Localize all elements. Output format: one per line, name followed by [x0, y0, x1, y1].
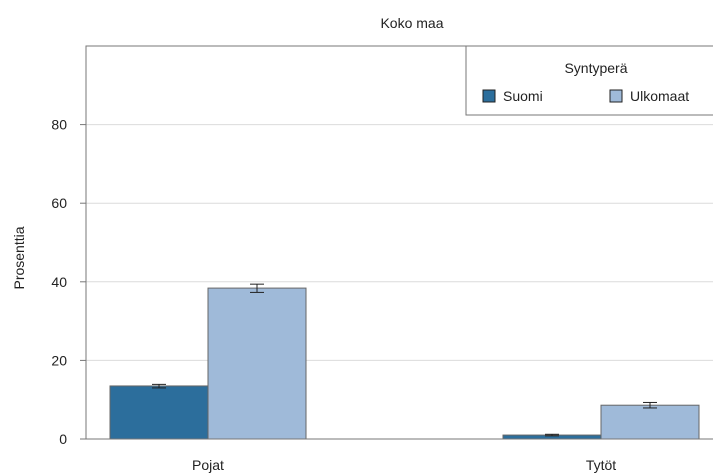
x-tick-label-pojat: Pojat — [192, 457, 224, 473]
legend-label-ulkomaat: Ulkomaat — [630, 88, 689, 104]
y-tick-label: 0 — [59, 431, 67, 447]
error-bar — [643, 401, 657, 409]
error-bar — [545, 433, 559, 437]
legend-box — [465, 45, 713, 116]
error-bar — [250, 283, 264, 293]
y-tick-label: 20 — [51, 352, 67, 368]
error-bars — [152, 283, 657, 437]
legend: Syntyperä Suomi Ulkomaat — [465, 45, 713, 116]
chart-title: Koko maa — [380, 15, 443, 31]
bars — [109, 287, 700, 440]
plot-frame — [85, 45, 713, 440]
y-tick-label: 40 — [51, 274, 67, 290]
legend-swatch-ulkomaat — [609, 89, 623, 103]
bar-suomi-0 — [109, 385, 209, 440]
y-tick-label: 60 — [51, 195, 67, 211]
bar-ulkomaat-1 — [600, 404, 700, 440]
y-axis-label: Prosenttia — [11, 226, 27, 289]
legend-title: Syntyperä — [564, 60, 627, 76]
legend-label-suomi: Suomi — [503, 88, 543, 104]
error-bar — [152, 383, 166, 389]
legend-swatch-suomi — [482, 89, 496, 103]
bar-ulkomaat-0 — [207, 287, 307, 440]
x-tick-label-tytot: Tytöt — [586, 457, 616, 473]
y-axis-ticks: 0 20 40 60 80 — [51, 117, 86, 447]
y-tick-label: 80 — [51, 117, 67, 133]
